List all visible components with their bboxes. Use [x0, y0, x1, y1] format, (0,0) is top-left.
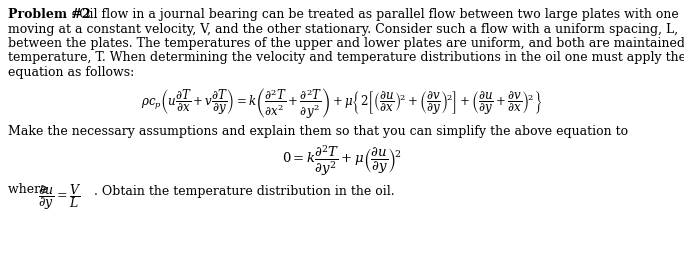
- Text: temperature, T. When determining the velocity and temperature distributions in t: temperature, T. When determining the vel…: [8, 52, 684, 64]
- Text: equation as follows:: equation as follows:: [8, 66, 135, 79]
- Text: : Oil flow in a journal bearing can be treated as parallel flow between two larg: : Oil flow in a journal bearing can be t…: [71, 8, 679, 21]
- Text: where: where: [8, 183, 52, 196]
- Text: . Obtain the temperature distribution in the oil.: . Obtain the temperature distribution in…: [94, 185, 395, 198]
- Text: $\rho c_p \left(u\dfrac{\partial T}{\partial x}+v\dfrac{\partial T}{\partial y}\: $\rho c_p \left(u\dfrac{\partial T}{\par…: [142, 86, 542, 121]
- Text: between the plates. The temperatures of the upper and lower plates are uniform, : between the plates. The temperatures of …: [8, 37, 684, 50]
- Text: $0=k\dfrac{\partial^2 T}{\partial y^2}+\mu\left(\dfrac{\partial u}{\partial y}\r: $0=k\dfrac{\partial^2 T}{\partial y^2}+\…: [282, 143, 402, 178]
- Text: moving at a constant velocity, V, and the other stationary. Consider such a flow: moving at a constant velocity, V, and th…: [8, 23, 679, 35]
- Text: Problem #2: Problem #2: [8, 8, 91, 21]
- Text: $\dfrac{\partial u}{\partial y}=\dfrac{V}{L}$: $\dfrac{\partial u}{\partial y}=\dfrac{V…: [38, 182, 81, 212]
- Text: Make the necessary assumptions and explain them so that you can simplify the abo: Make the necessary assumptions and expla…: [8, 124, 629, 138]
